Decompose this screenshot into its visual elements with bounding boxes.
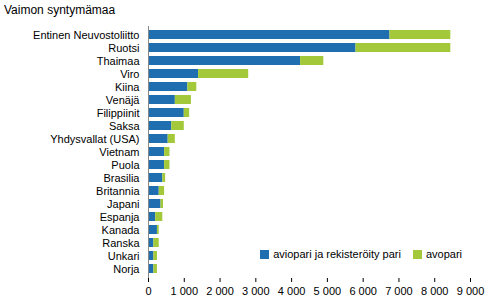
svg-text:0: 0 [145, 285, 151, 297]
svg-text:Brasilia: Brasilia [103, 172, 140, 184]
svg-text:Ranska: Ranska [102, 237, 140, 249]
svg-text:Japani: Japani [107, 198, 139, 210]
svg-text:Ruotsi: Ruotsi [108, 42, 139, 54]
svg-text:8 000: 8 000 [421, 285, 449, 297]
svg-text:Norja: Norja [113, 263, 140, 275]
svg-text:3 000: 3 000 [242, 285, 270, 297]
svg-text:Kiina: Kiina [115, 81, 140, 93]
html-text:avopari: avopari [425, 248, 462, 260]
svg-text:1 000: 1 000 [171, 285, 199, 297]
html-text:aviopari ja rekisteröity pari: aviopari ja rekisteröity pari [273, 248, 401, 260]
svg-text:Viro: Viro [120, 68, 139, 80]
svg-text:7 000: 7 000 [385, 285, 413, 297]
svg-text:Yhdysvallat (USA): Yhdysvallat (USA) [50, 133, 139, 145]
svg-text:Venäjä: Venäjä [106, 94, 141, 106]
svg-text:Kanada: Kanada [102, 224, 141, 236]
svg-text:9 000: 9 000 [457, 285, 485, 297]
svg-text:Thaimaa: Thaimaa [97, 55, 141, 67]
html-text:Vaimon syntymämaa: Vaimon syntymämaa [4, 3, 116, 17]
svg-text:Puola: Puola [111, 159, 140, 171]
svg-text:Unkari: Unkari [108, 250, 140, 262]
svg-text:Filippiinit: Filippiinit [97, 107, 140, 119]
svg-text:Vietnam: Vietnam [99, 146, 139, 158]
svg-text:4 000: 4 000 [278, 285, 306, 297]
svg-text:6 000: 6 000 [349, 285, 377, 297]
svg-text:Britannia: Britannia [96, 185, 140, 197]
svg-text:Entinen Neuvostoliitto: Entinen Neuvostoliitto [33, 29, 139, 41]
svg-text:Espanja: Espanja [100, 211, 141, 223]
svg-text:5 000: 5 000 [314, 285, 342, 297]
svg-text:2 000: 2 000 [206, 285, 234, 297]
svg-text:Saksa: Saksa [109, 120, 140, 132]
